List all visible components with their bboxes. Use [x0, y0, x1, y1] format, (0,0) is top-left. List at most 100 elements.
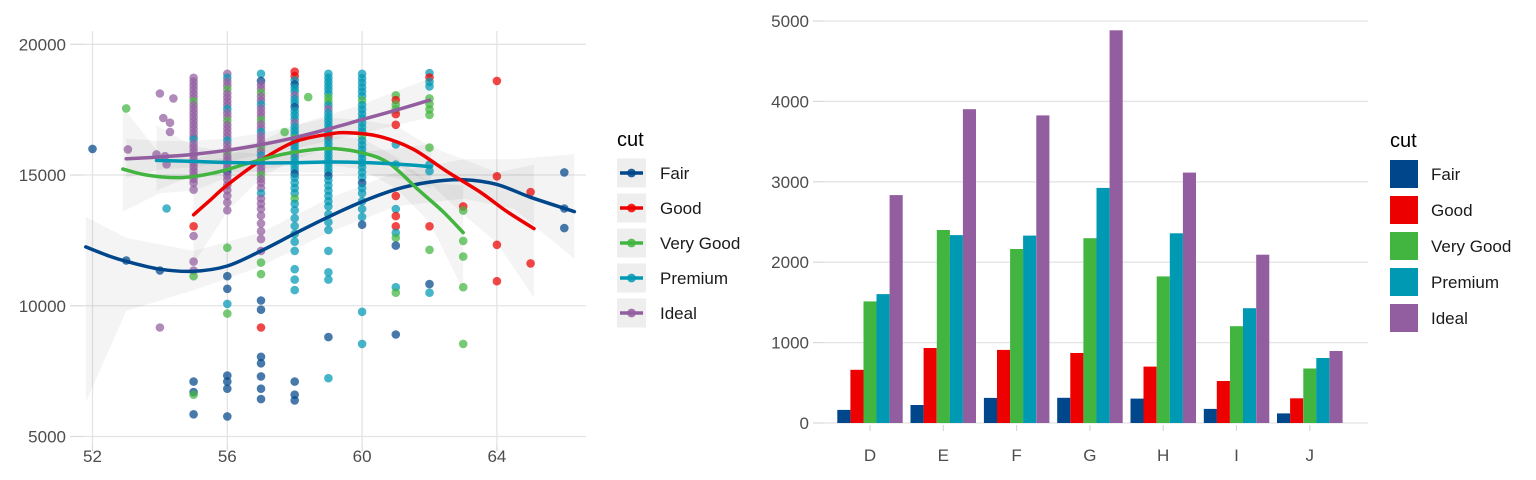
scatter-point: [189, 231, 198, 241]
legend-label: Good: [660, 199, 702, 218]
legend-label: Fair: [1431, 165, 1461, 184]
legend-label: Very Good: [660, 234, 740, 253]
x-axis-label: J: [1306, 446, 1315, 465]
x-axis-label: 52: [83, 447, 102, 466]
scatter-point: [357, 220, 367, 229]
scatter-point: [324, 275, 333, 284]
axis-labels: 5000 10000 15000 20000 52 56 60 64: [19, 35, 507, 466]
legend-key-swatch: [1390, 160, 1418, 188]
y-axis-label: 5000: [771, 12, 809, 31]
scatter-point: [526, 259, 535, 268]
scatter-point: [290, 237, 300, 246]
bar-D-fair: [837, 409, 851, 423]
scatter-point: [162, 204, 171, 213]
legend: cut Fair Good Very Good Premium Ideal: [617, 129, 740, 328]
bar-I-premium: [1243, 308, 1257, 423]
scatter-point: [357, 307, 367, 317]
smooth-line-fair: [84, 177, 577, 274]
scatter-point: [560, 223, 569, 233]
scatter-point: [189, 185, 198, 194]
scatter-smooth-svg: 5000 10000 15000 20000 52 56 60 64 cut Fair Good Ve…: [19, 31, 740, 466]
scatter-point: [391, 222, 401, 231]
scatter-point: [324, 268, 333, 277]
scatter-point: [290, 285, 300, 295]
bar-J-fair: [1277, 413, 1291, 423]
legend-key-swatch: [1390, 232, 1418, 260]
bar-D-ideal: [889, 195, 903, 423]
scatter-point: [256, 258, 266, 267]
scatter-point: [290, 396, 300, 405]
bar-D-good: [850, 369, 864, 423]
smooth-line-premium: [154, 158, 433, 169]
lines-group: [84, 98, 577, 274]
scatter-point: [324, 373, 333, 383]
legend-key-swatch: [1390, 268, 1418, 296]
bar-E-good: [923, 348, 937, 423]
scatter-point: [425, 110, 434, 120]
scatter-point: [324, 217, 333, 227]
legend-entry: Ideal: [617, 298, 697, 328]
scatter-point: [290, 275, 300, 284]
smooth-line-very-good: [121, 146, 465, 235]
legend-key-swatch: [1390, 196, 1418, 224]
x-axis-label: E: [938, 446, 949, 465]
bar-H-fair: [1130, 398, 1144, 423]
scatter-point: [290, 199, 300, 209]
scatter-point: [123, 145, 133, 154]
scatter-point: [256, 394, 266, 404]
scatter-point: [391, 288, 401, 298]
scatter-point: [425, 245, 434, 255]
y-axis-label: 15000: [19, 166, 66, 185]
bar-I-good: [1216, 381, 1230, 423]
scatter-point: [256, 219, 266, 228]
scatter-point: [357, 212, 367, 222]
scatter-point: [256, 211, 266, 220]
legend-entry: Fair: [617, 158, 690, 188]
legend-key-point: [627, 238, 636, 248]
smooth-line-ideal: [124, 98, 432, 161]
axis-labels: 0 1000 2000 3000 4000 5000 D E F G H I J: [771, 12, 1314, 465]
legend: cut Fair Good Very Good Premium Ideal: [1390, 130, 1511, 332]
scatter-point: [425, 222, 434, 231]
x-axis-label: 56: [218, 447, 237, 466]
scatter-point: [256, 69, 266, 79]
scatter-point: [223, 271, 232, 281]
bar-H-good: [1143, 366, 1157, 423]
scatter-point: [324, 202, 333, 211]
legend-title: cut: [1390, 130, 1417, 152]
scatter-point: [425, 288, 434, 298]
x-axis-label: I: [1234, 446, 1239, 465]
y-axis-label: 5000: [28, 428, 66, 447]
bar-G-good: [1070, 353, 1084, 423]
scatter-point: [256, 323, 266, 332]
scatter-point: [425, 82, 434, 91]
scatter-point: [324, 225, 333, 235]
y-axis-label: 4000: [771, 92, 809, 111]
scatter-point: [189, 178, 198, 188]
scatter-point: [391, 191, 401, 201]
scatter-point: [223, 412, 232, 421]
scatter-point: [189, 271, 198, 281]
legend-entry: Premium: [1390, 268, 1499, 296]
bar-G-fair: [1057, 397, 1071, 423]
legend-entry: Fair: [1390, 160, 1461, 188]
scatter-point: [391, 211, 401, 221]
x-axis-label: H: [1157, 446, 1169, 465]
scatter-point: [492, 240, 502, 250]
scatter-point: [256, 372, 266, 381]
bar-G-ideal: [1109, 30, 1123, 424]
legend-label: Very Good: [1431, 237, 1511, 256]
y-axis-label: 3000: [771, 173, 809, 192]
bar-D-very-good: [863, 301, 877, 423]
x-axis-label: 60: [353, 447, 372, 466]
scatter-point: [121, 104, 131, 113]
scatter-point: [223, 377, 232, 386]
scatter-point: [256, 226, 266, 236]
y-axis-label: 20000: [19, 35, 66, 54]
scatter-point: [458, 252, 468, 261]
scatter-point: [492, 76, 502, 86]
bar-H-ideal: [1182, 172, 1196, 423]
legend-title: cut: [617, 129, 644, 151]
y-axis-label: 10000: [19, 297, 66, 316]
